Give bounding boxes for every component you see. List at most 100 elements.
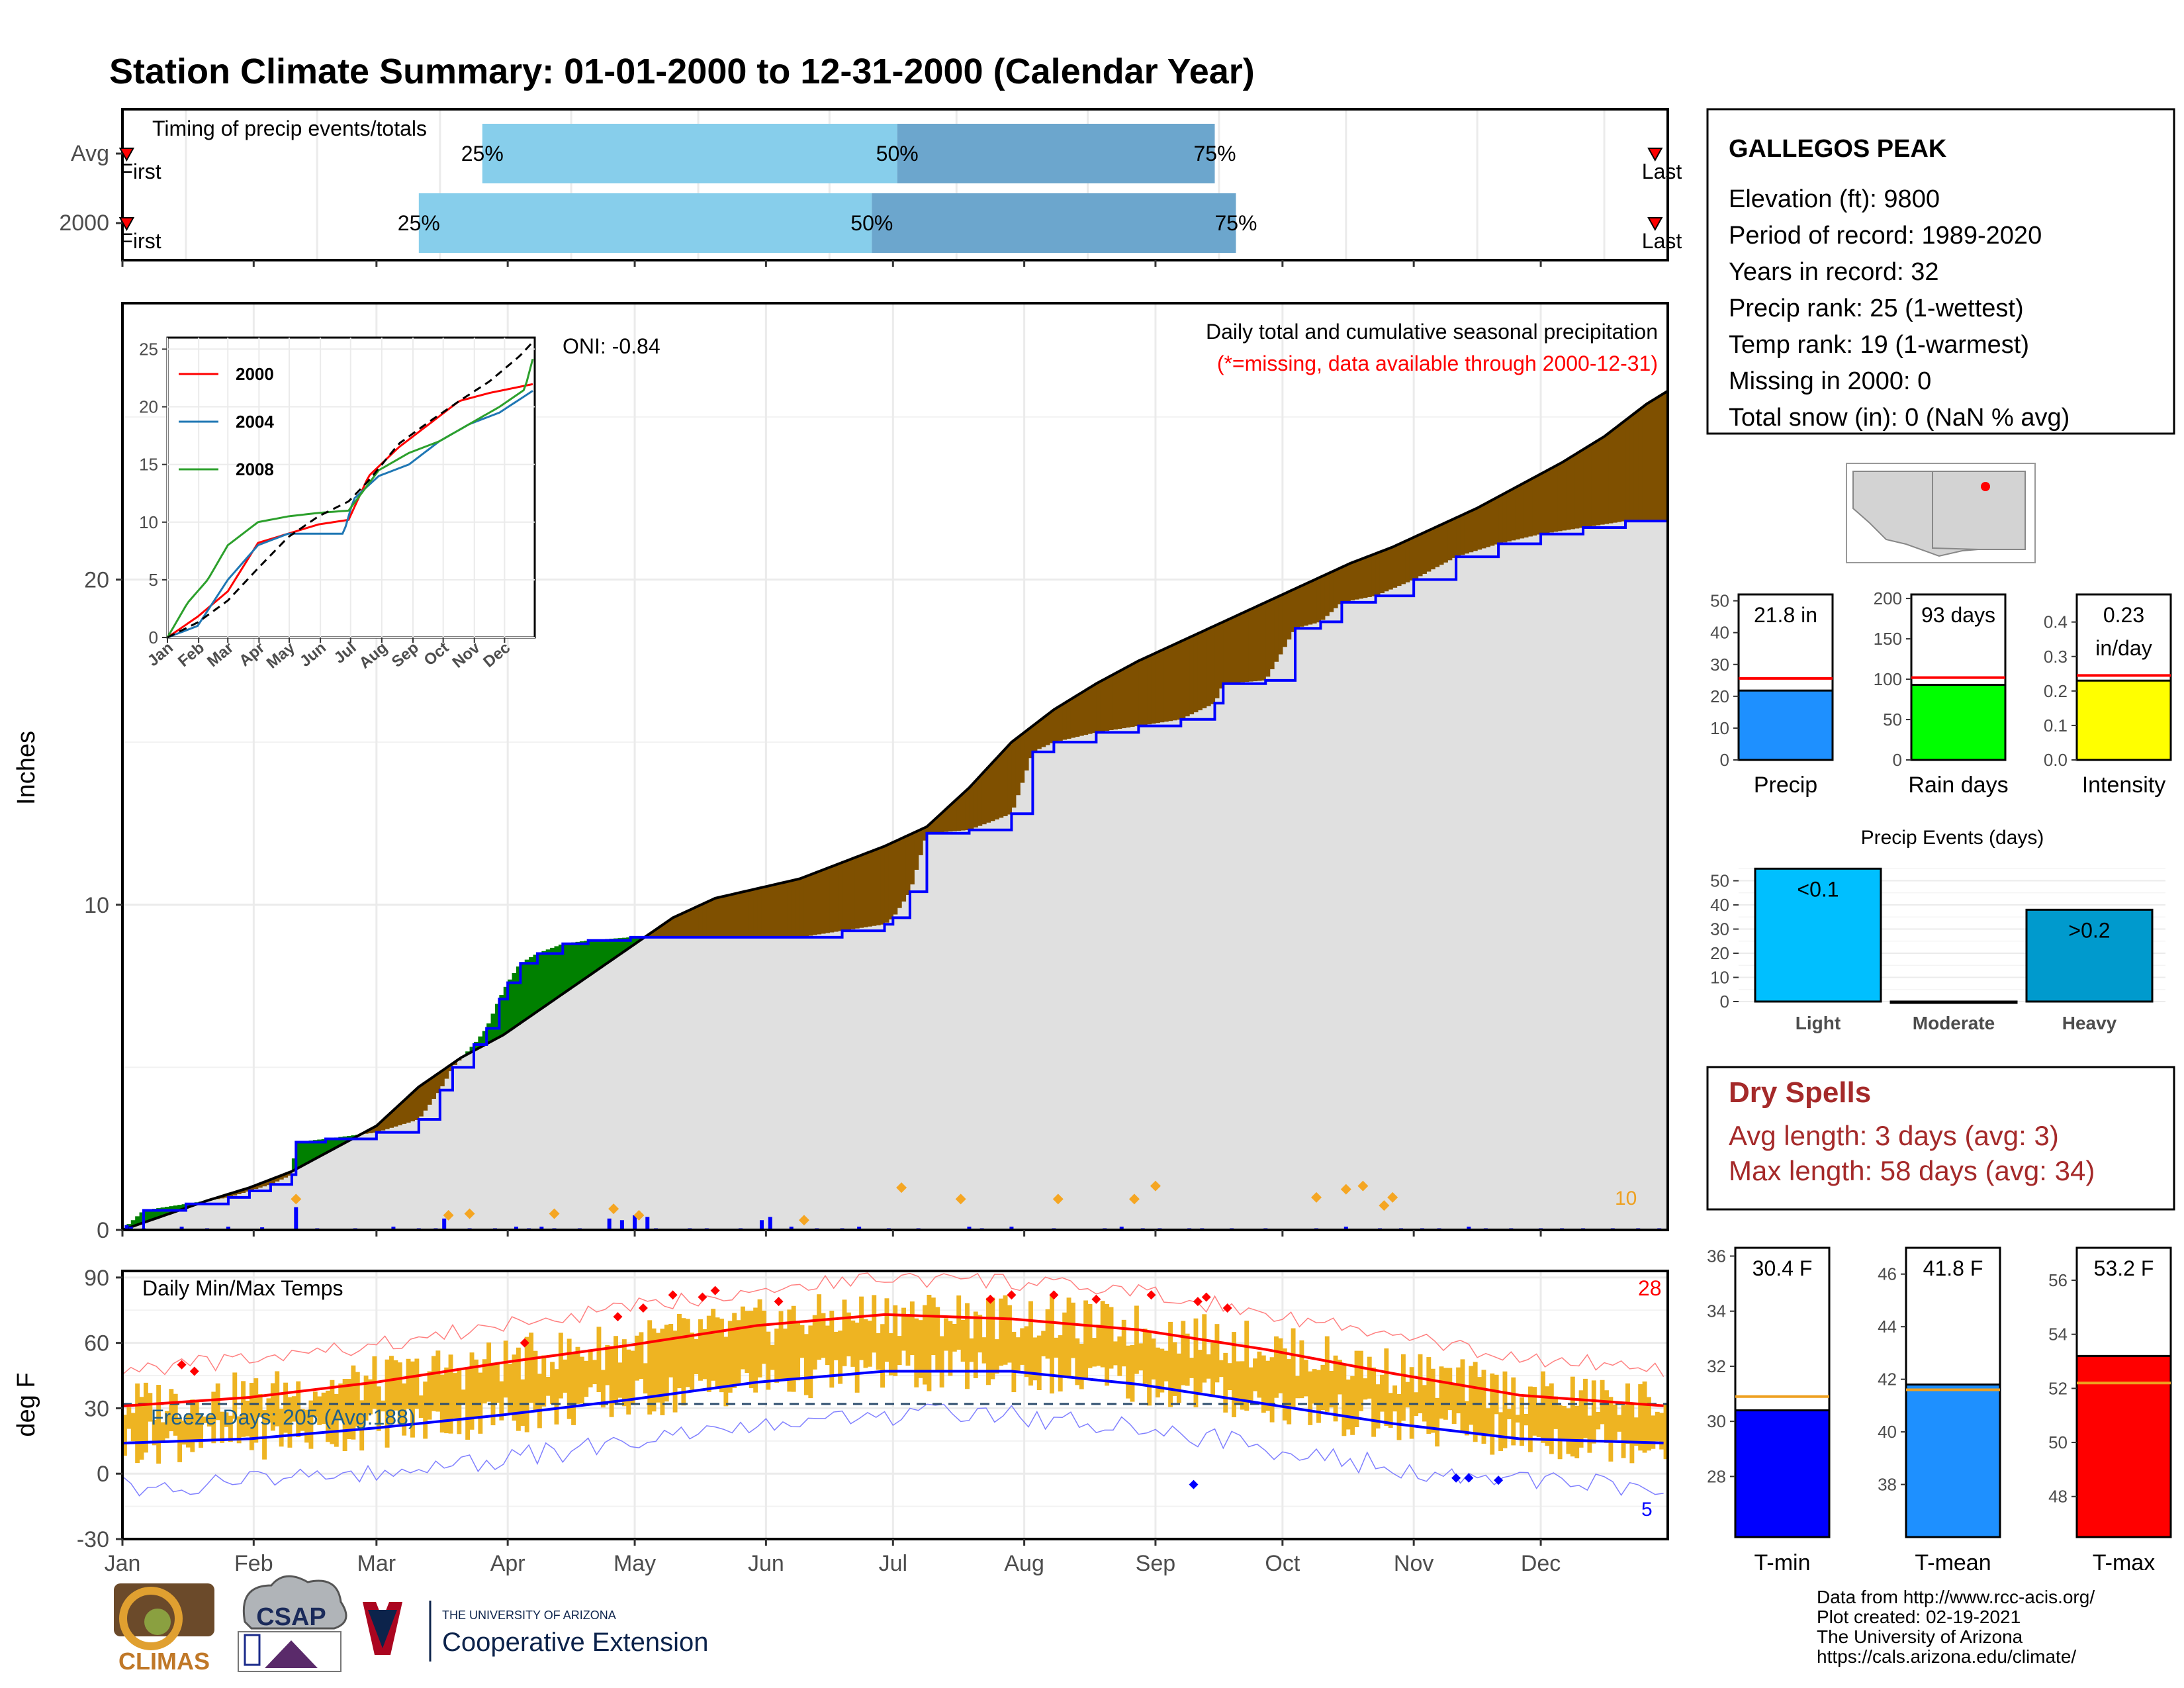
daily-temp-bar	[296, 1381, 301, 1438]
surplus-fill	[173, 1205, 178, 1212]
deficit-fill	[1062, 703, 1068, 740]
deficit-fill	[1629, 415, 1635, 522]
deficit-fill	[842, 861, 847, 931]
daily-temp-bar	[1647, 1397, 1651, 1451]
deficit-fill	[850, 858, 856, 929]
deficit-fill	[859, 855, 864, 928]
daily-temp-bar	[427, 1371, 432, 1420]
daily-temp-bar	[1032, 1337, 1038, 1381]
daily-temp-bar	[1130, 1344, 1135, 1402]
deficit-fill	[931, 821, 936, 833]
daily-temp-bar	[1502, 1371, 1508, 1448]
deficit-fill	[435, 1073, 441, 1094]
deficit-fill	[782, 882, 788, 937]
deficit-fill	[1604, 434, 1610, 524]
station-info-line: Temp rank: 19 (1-warmest)	[1729, 331, 2029, 359]
deficit-fill	[1477, 506, 1482, 550]
deficit-fill	[745, 890, 750, 937]
daily-temp-bar	[181, 1421, 187, 1445]
daily-temp-bar	[803, 1334, 809, 1395]
deficit-fill	[901, 837, 907, 902]
daily-temp-bar	[1443, 1368, 1448, 1420]
daily-temp-bar	[304, 1409, 309, 1443]
daily-temp-bar	[1024, 1326, 1029, 1378]
surplus-fill	[181, 1204, 187, 1209]
temps-ytick-label: -30	[77, 1527, 109, 1552]
daily-temp-bar	[1354, 1350, 1359, 1427]
temps-month-label: Jun	[748, 1551, 784, 1576]
deficit-fill	[275, 1177, 280, 1182]
surplus-fill	[512, 972, 517, 1028]
deficit-fill	[927, 824, 932, 833]
deficit-fill	[672, 916, 678, 937]
daily-temp-bar	[469, 1352, 475, 1430]
events-bar	[1754, 867, 1882, 1003]
daily-temp-bar	[571, 1351, 576, 1425]
extreme-precip-marker	[955, 1194, 966, 1205]
daily-precip-bar	[391, 1227, 396, 1230]
daily-temp-bar	[761, 1310, 766, 1364]
deficit-fill	[1418, 534, 1423, 577]
deficit-fill	[1359, 559, 1363, 599]
daily-temp-bar	[1557, 1405, 1563, 1460]
stat-ytick-label: 20	[1710, 686, 1729, 706]
daily-temp-bar	[884, 1298, 889, 1362]
daily-temp-bar	[1312, 1369, 1317, 1404]
deficit-fill	[1469, 510, 1474, 553]
daily-temp-bar	[423, 1382, 428, 1439]
deficit-fill	[1596, 440, 1601, 526]
deficit-fill	[1426, 530, 1432, 572]
deficit-fill	[1345, 564, 1351, 602]
deficit-fill	[1333, 570, 1338, 608]
daily-temp-bar	[923, 1305, 927, 1385]
deficit-fill	[1163, 648, 1169, 722]
daily-temp-bar	[135, 1383, 140, 1464]
daily-temp-bar	[1621, 1405, 1626, 1458]
daily-temp-bar	[406, 1358, 411, 1409]
daily-temp-bar	[1350, 1376, 1355, 1435]
daily-temp-bar	[774, 1329, 780, 1383]
extreme-precip-marker	[1357, 1180, 1369, 1192]
daily-temp-bar	[1536, 1405, 1541, 1437]
daily-temp-bar	[169, 1389, 174, 1432]
daily-temp-bar	[635, 1335, 639, 1381]
record-high-marker	[698, 1292, 707, 1302]
daily-temp-bar	[605, 1345, 610, 1385]
daily-temp-bar	[173, 1393, 178, 1436]
temps-month-label: Dec	[1521, 1551, 1561, 1576]
daily-temp-bar	[1147, 1331, 1152, 1406]
daily-temp-bar	[473, 1359, 478, 1418]
temp-stat-ytick-label: 56	[2048, 1270, 2068, 1290]
inset-ytick-label: 0	[149, 628, 158, 647]
deficit-fill	[1600, 438, 1605, 525]
daily-temp-bar	[1007, 1305, 1012, 1363]
deficit-fill	[1583, 448, 1588, 528]
daily-temp-bar	[918, 1320, 923, 1378]
daily-temp-bar	[414, 1358, 420, 1409]
deficit-fill	[1400, 542, 1406, 585]
daily-temp-bar	[1638, 1384, 1643, 1451]
daily-temp-bar	[1155, 1347, 1160, 1398]
daily-temp-bar	[1359, 1350, 1363, 1411]
surplus-fill	[156, 1208, 161, 1218]
daily-temp-bar	[1532, 1387, 1537, 1436]
daily-temp-bar	[1612, 1404, 1617, 1440]
daily-temp-bar	[1269, 1357, 1275, 1423]
daily-temp-bar	[1181, 1321, 1186, 1385]
daily-temp-bar	[385, 1359, 390, 1448]
daily-temp-bar	[1570, 1376, 1575, 1457]
deficit-fill	[1253, 607, 1258, 682]
daily-temp-bar	[872, 1295, 877, 1353]
deficit-fill	[1405, 540, 1410, 583]
deficit-fill	[1324, 574, 1330, 616]
deficit-fill	[1633, 412, 1639, 522]
timing-bar-25-50	[482, 124, 897, 183]
daily-temp-bar	[241, 1381, 246, 1437]
daily-temp-bar	[347, 1379, 351, 1440]
daily-temp-bar	[575, 1346, 580, 1404]
daily-precip-bar	[789, 1227, 794, 1230]
deficit-fill	[1524, 481, 1529, 538]
deficit-fill	[249, 1186, 254, 1191]
daily-precip-bar	[607, 1218, 612, 1230]
deficit-fill	[253, 1185, 259, 1190]
